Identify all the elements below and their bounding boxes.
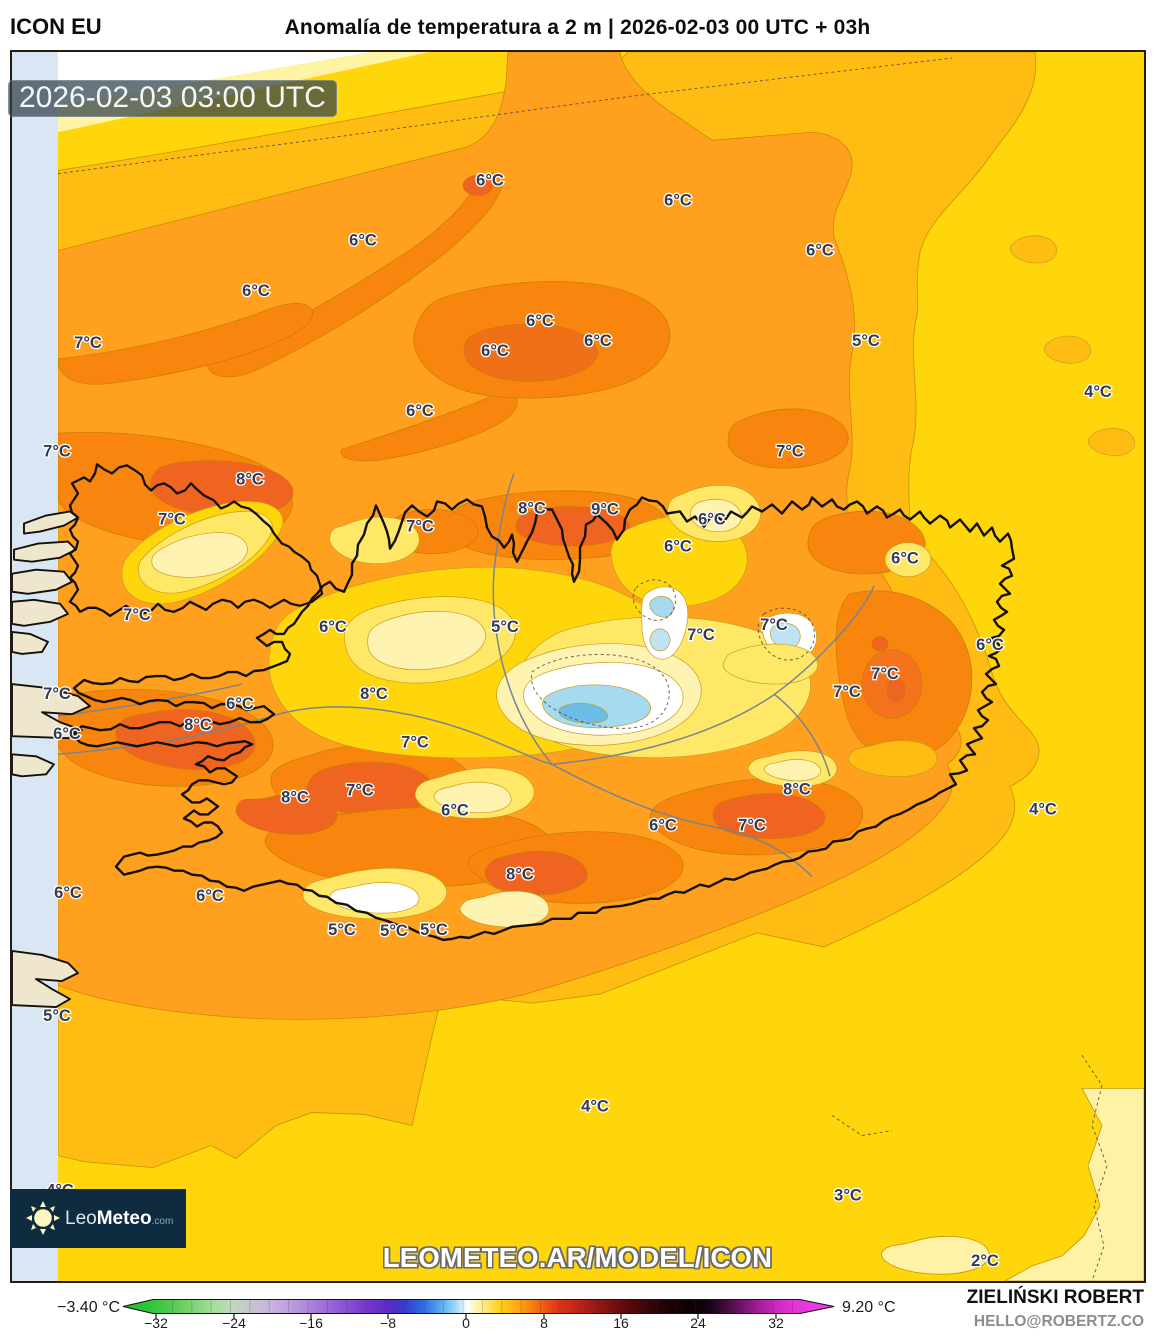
svg-text:5°C: 5°C — [328, 920, 356, 939]
svg-text:8°C: 8°C — [281, 787, 309, 806]
svg-text:6°C: 6°C — [319, 617, 347, 636]
svg-text:9.20 °C: 9.20 °C — [842, 1299, 896, 1316]
svg-text:5°C: 5°C — [852, 331, 880, 350]
svg-text:6°C: 6°C — [526, 311, 554, 330]
svg-text:8°C: 8°C — [506, 865, 534, 884]
svg-text:8°C: 8°C — [360, 684, 388, 703]
svg-text:4°C: 4°C — [581, 1096, 609, 1115]
svg-text:2°C: 2°C — [971, 1251, 999, 1270]
svg-text:7°C: 7°C — [760, 615, 788, 634]
svg-text:6°C: 6°C — [242, 281, 270, 300]
svg-text:−8: −8 — [380, 1315, 396, 1331]
svg-text:6°C: 6°C — [349, 231, 377, 250]
svg-text:8°C: 8°C — [184, 715, 212, 734]
svg-text:7°C: 7°C — [401, 732, 429, 751]
svg-text:6°C: 6°C — [664, 190, 692, 209]
svg-text:24: 24 — [690, 1315, 706, 1331]
svg-text:7°C: 7°C — [123, 605, 151, 624]
svg-text:4°C: 4°C — [1084, 382, 1112, 401]
svg-text:6°C: 6°C — [53, 724, 81, 743]
svg-text:6°C: 6°C — [481, 341, 509, 360]
svg-text:5°C: 5°C — [420, 920, 448, 939]
svg-text:6°C: 6°C — [476, 170, 504, 189]
svg-text:5°C: 5°C — [491, 617, 519, 636]
svg-text:6°C: 6°C — [976, 635, 1004, 654]
svg-text:6°C: 6°C — [226, 694, 254, 713]
svg-text:6°C: 6°C — [196, 886, 224, 905]
svg-text:6°C: 6°C — [54, 883, 82, 902]
svg-text:7°C: 7°C — [833, 682, 861, 701]
svg-text:16: 16 — [613, 1315, 629, 1331]
svg-text:−24: −24 — [222, 1315, 246, 1331]
svg-text:7°C: 7°C — [158, 510, 186, 529]
svg-text:3°C: 3°C — [834, 1186, 862, 1205]
svg-text:7°C: 7°C — [776, 441, 804, 460]
svg-text:7°C: 7°C — [406, 517, 434, 536]
svg-text:7°C: 7°C — [346, 780, 374, 799]
svg-text:6°C: 6°C — [698, 510, 726, 529]
svg-text:6°C: 6°C — [806, 241, 834, 260]
svg-text:LeoMeteo.com: LeoMeteo.com — [65, 1208, 173, 1229]
svg-text:6°C: 6°C — [891, 549, 919, 568]
svg-text:6°C: 6°C — [584, 331, 612, 350]
svg-text:5°C: 5°C — [43, 1006, 71, 1025]
svg-text:7°C: 7°C — [74, 333, 102, 352]
svg-text:8°C: 8°C — [236, 469, 264, 488]
svg-text:0: 0 — [462, 1315, 470, 1331]
svg-text:8°C: 8°C — [783, 779, 811, 798]
svg-text:4°C: 4°C — [1029, 799, 1057, 818]
svg-text:6°C: 6°C — [406, 401, 434, 420]
svg-text:7°C: 7°C — [738, 816, 766, 835]
svg-text:7°C: 7°C — [43, 441, 71, 460]
svg-text:32: 32 — [768, 1315, 784, 1331]
svg-text:7°C: 7°C — [871, 664, 899, 683]
svg-text:6°C: 6°C — [441, 800, 469, 819]
svg-text:−16: −16 — [299, 1315, 323, 1331]
svg-text:6°C: 6°C — [649, 816, 677, 835]
svg-text:9°C: 9°C — [591, 499, 619, 518]
svg-text:−3.40 °C: −3.40 °C — [57, 1299, 120, 1316]
svg-text:5°C: 5°C — [380, 921, 408, 940]
svg-text:−32: −32 — [144, 1315, 168, 1331]
svg-text:8°C: 8°C — [518, 498, 546, 517]
svg-text:7°C: 7°C — [687, 625, 715, 644]
svg-text:7°C: 7°C — [43, 684, 71, 703]
svg-text:8: 8 — [540, 1315, 548, 1331]
svg-text:6°C: 6°C — [664, 537, 692, 556]
